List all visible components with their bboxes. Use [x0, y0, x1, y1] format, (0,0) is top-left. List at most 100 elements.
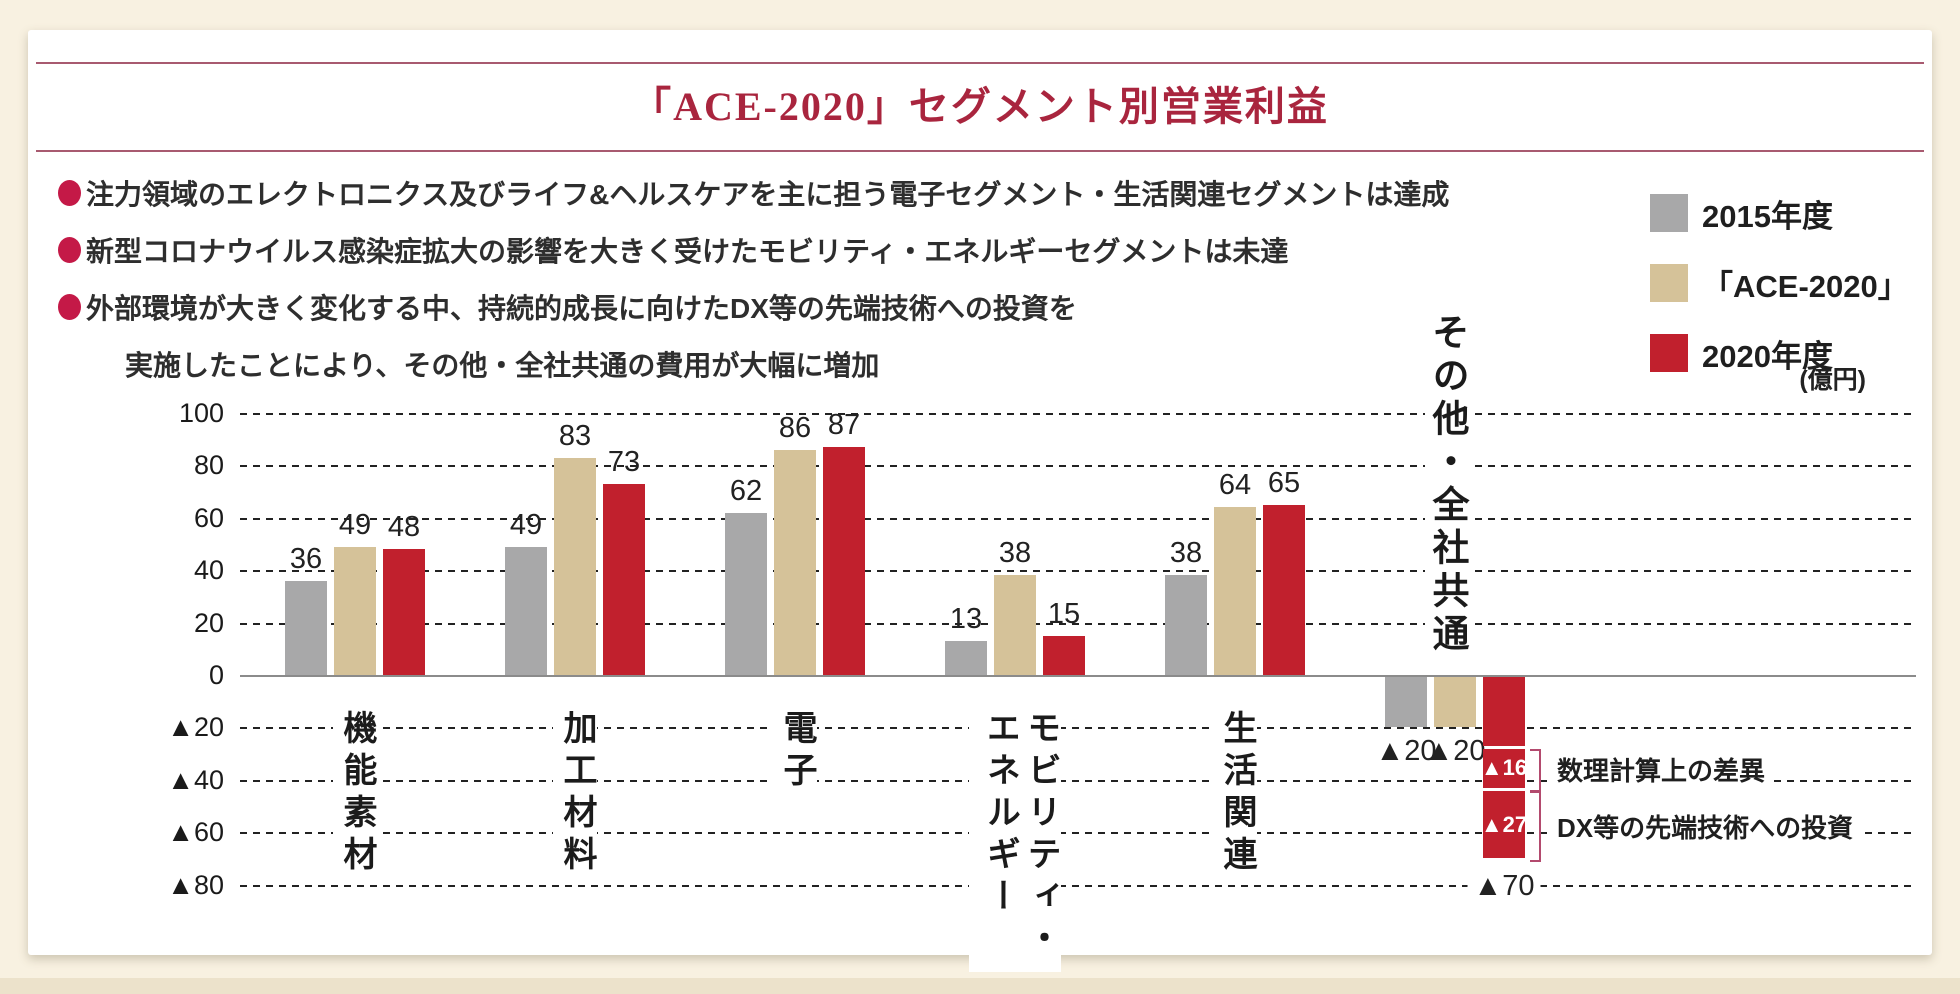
bar-value-label: 64 [1218, 469, 1252, 502]
bar-value-label: 62 [729, 474, 763, 507]
bar-value-label: 38 [998, 537, 1032, 570]
category-label: 電子 [773, 710, 817, 794]
bar-value-label: 73 [607, 445, 641, 478]
summary-bullets: 注力領域のエレクトロニクス及びライフ&ヘルスケアを主に担う電子セグメント・生活関… [58, 164, 1449, 392]
bar-value-label: 65 [1267, 466, 1301, 499]
chart-card: 「ACE-2020」セグメント別営業利益 注力領域のエレクトロニクス及びライフ&… [28, 30, 1932, 972]
legend-swatch [1650, 264, 1688, 302]
y-axis-tick-label: 60 [193, 502, 224, 533]
bar [554, 457, 596, 675]
bar [945, 640, 987, 675]
legend-swatch [1650, 334, 1688, 372]
bar-chart: 100 80 60 40 20 0 ▲20 ▲40 ▲60 ▲80 36 49 62 13 38 ▲20 49 8… [28, 30, 1932, 972]
bullet-row: 外部環境が大きく変化する中、持続的成長に向けたDX等の先端技術への投資を [58, 278, 1449, 335]
gridline [240, 465, 1916, 468]
bar-value-label: 38 [1169, 537, 1203, 570]
category-label: 機能素材 [333, 710, 377, 878]
segment-bracket [1530, 748, 1541, 792]
bar-value-label: 49 [509, 508, 543, 541]
bullet-text: 新型コロナウイルス感染症拡大の影響を大きく受けたモビリティ・エネルギーセグメント… [86, 235, 1289, 267]
gridline [240, 832, 1916, 835]
y-axis-tick-label: 80 [193, 450, 224, 481]
bar-value-label: 15 [1047, 597, 1081, 630]
category-label: モビリティ・エネルギー [969, 710, 1061, 972]
bullet-row: 新型コロナウイルス感染症拡大の影響を大きく受けたモビリティ・エネルギーセグメント… [58, 221, 1449, 278]
bullet-row: 実施したことにより、その他・全社共通の費用が大幅に増加 [58, 335, 1449, 392]
y-axis-tick-label: ▲40 [167, 764, 224, 795]
legend-item: 2015年度 [1650, 178, 1909, 248]
bar-value-label: 49 [338, 508, 372, 541]
bar [383, 549, 425, 675]
segment-annotation: 数理計算上の差異 [1549, 751, 1774, 789]
bar [285, 580, 327, 675]
legend-label: 「ACE-2020」 [1702, 268, 1909, 304]
y-axis-tick-label: ▲20 [167, 712, 224, 743]
bar-value-label: 48 [387, 511, 421, 544]
category-label: 加工材料 [553, 710, 597, 878]
gridline [240, 779, 1916, 782]
bullet-text: 実施したことにより、その他・全社共通の費用が大幅に増加 [125, 349, 880, 381]
breakdown-segment: ▲16 [1480, 748, 1528, 788]
breakdown-total-label: ▲70 [1467, 870, 1541, 904]
gridline [240, 884, 1916, 887]
segment-bracket [1530, 790, 1541, 863]
bar [994, 575, 1036, 675]
gridline [240, 413, 1916, 415]
bar [1434, 677, 1476, 728]
gridline [240, 727, 1916, 730]
bullet-row: 注力領域のエレクトロニクス及びライフ&ヘルスケアを主に担う電子セグメント・生活関… [58, 164, 1449, 221]
segment-value-label: ▲27 [1480, 811, 1528, 837]
bar [823, 447, 865, 675]
category-label: その他・全社共通 [1425, 313, 1469, 657]
bar [774, 449, 816, 675]
legend-label: 2020年度 [1702, 338, 1833, 374]
bar-value-label: 87 [827, 409, 861, 442]
unit-label: (億円) [1799, 366, 1866, 394]
y-axis-tick-label: 100 [178, 398, 224, 428]
gridline [240, 622, 1916, 625]
page-title: 「ACE-2020」セグメント別営業利益 [631, 84, 1329, 129]
breakdown-segment [1483, 677, 1525, 746]
gridline [240, 517, 1916, 520]
page-bottom-strip [0, 978, 1960, 994]
bullet-dot-icon [58, 293, 81, 320]
y-axis-tick-label: 20 [193, 607, 224, 638]
y-axis-tick-label: ▲80 [167, 869, 224, 900]
bullet-dot-icon [58, 179, 81, 206]
legend-item: 2020年度 [1650, 318, 1909, 388]
bar [725, 512, 767, 675]
bar [334, 546, 376, 675]
bar [1385, 677, 1427, 728]
category-label: 生活関連 [1213, 710, 1257, 878]
bar [1263, 504, 1305, 675]
bar [603, 483, 645, 675]
bar-value-label: 36 [289, 542, 323, 575]
bar-value-label: 83 [558, 419, 592, 452]
y-axis-tick-label: ▲60 [167, 817, 224, 848]
bullet-text: 外部環境が大きく変化する中、持続的成長に向けたDX等の先端技術への投資を [86, 292, 1077, 324]
title-divider [36, 150, 1924, 152]
bullet-text: 注力領域のエレクトロニクス及びライフ&ヘルスケアを主に担う電子セグメント・生活関… [86, 178, 1450, 210]
bar-value-label: ▲20 [1375, 735, 1437, 768]
legend-swatch [1650, 194, 1688, 232]
top-divider [36, 62, 1924, 64]
y-axis-tick-label: 0 [208, 660, 224, 690]
segment-value-label: ▲16 [1480, 755, 1528, 781]
bar [505, 546, 547, 675]
bullet-dot-icon [58, 236, 81, 263]
bar-value-label: 86 [778, 411, 812, 444]
segment-annotation: DX等の先端技術への投資 [1549, 807, 1862, 845]
gridline [240, 570, 1916, 573]
bar [1165, 575, 1207, 675]
y-axis-tick-label: 40 [193, 555, 224, 586]
legend-label: 2015年度 [1702, 198, 1833, 234]
bar-value-label: ▲20 [1424, 735, 1486, 768]
zero-axis-line [240, 675, 1916, 677]
bar [1043, 635, 1085, 675]
legend-item: 「ACE-2020」 [1650, 248, 1909, 318]
bar-value-label: 13 [949, 602, 983, 635]
chart-legend: 2015年度「ACE-2020」 2020年度 [1650, 178, 1909, 388]
breakdown-segment: ▲27 [1480, 790, 1528, 859]
bar [1214, 507, 1256, 675]
